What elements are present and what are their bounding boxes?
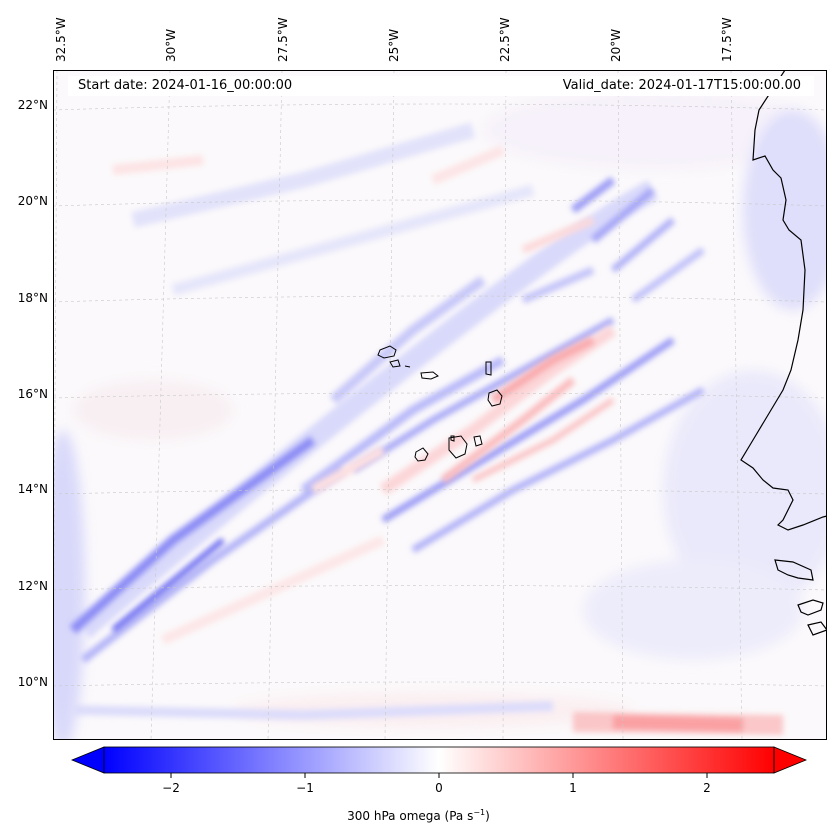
colorbar-tick-neg2: −2 (162, 781, 180, 795)
valid-date-label: Valid_date: 2024-01-17T15:00:00.00 (562, 78, 801, 93)
lon-label-30w: 30°W (164, 28, 178, 62)
lon-label-27-5w: 27.5°W (276, 17, 290, 62)
lon-label-20w: 20°W (609, 28, 623, 62)
colorbar-ticks (170, 773, 708, 778)
lat-label-10n: 10°N (17, 675, 48, 689)
map-frame (53, 70, 827, 740)
lat-label-12n: 12°N (17, 579, 48, 593)
omega-map: Start date: 2024-01-16_00:00:00 Valid_da… (53, 70, 827, 740)
coastline (740, 70, 827, 636)
lon-label-17-5w: 17.5°W (720, 17, 734, 62)
lat-label-20n: 20°N (17, 194, 48, 208)
omega-streaks-positive (112, 145, 784, 735)
colorbar-gradient (104, 747, 774, 773)
colorbar-max-extend (773, 746, 808, 774)
start-date-label: Start date: 2024-01-16_00:00:00 (78, 78, 293, 93)
colorbar-tick-1: 1 (569, 781, 577, 795)
colorbar-tick-neg1: −1 (296, 781, 314, 795)
lat-label-16n: 16°N (17, 387, 48, 401)
date-header-strip (68, 76, 814, 96)
cape-verde-islands (377, 345, 503, 462)
lon-label-22-5w: 22.5°W (498, 17, 512, 62)
lat-label-22n: 22°N (17, 98, 48, 112)
colorbar-svg (70, 746, 808, 778)
lat-label-18n: 18°N (17, 291, 48, 305)
colorbar-label: 300 hPa omega (Pa s−1) (347, 808, 490, 823)
colorbar-tick-0: 0 (435, 781, 443, 795)
lon-label-32-5w: 32.5°W (54, 17, 68, 62)
omega-map-svg (53, 70, 827, 740)
lat-label-14n: 14°N (17, 482, 48, 496)
lon-label-25w: 25°W (387, 28, 401, 62)
colorbar-min-extend (70, 746, 105, 774)
omega-streaks-negative (69, 122, 706, 721)
colorbar-tick-2: 2 (703, 781, 711, 795)
